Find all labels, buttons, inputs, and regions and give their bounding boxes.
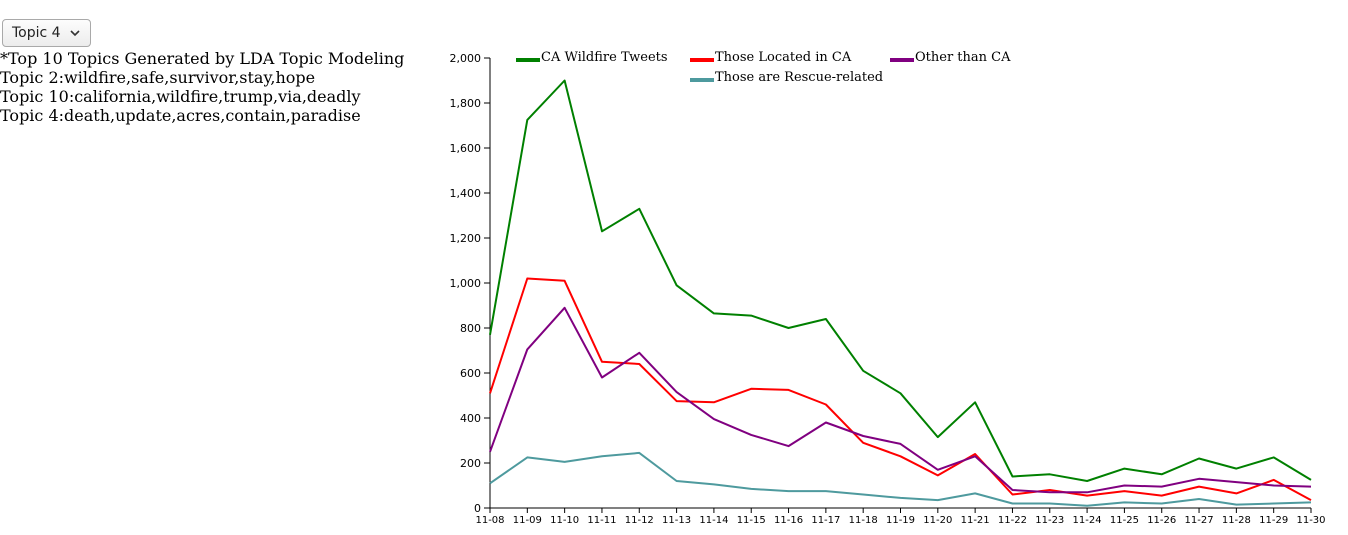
x-tick-label: 11-16 — [774, 515, 803, 526]
topic-line: Topic 10:california,wildfire,trump,via,d… — [0, 87, 361, 106]
y-tick-label: 2,000 — [450, 52, 482, 65]
x-tick-label: 11-13 — [662, 515, 691, 526]
x-tick-label: 11-08 — [475, 515, 504, 526]
y-tick-label: 800 — [460, 322, 481, 335]
series-line — [489, 451, 1312, 507]
legend-swatch — [516, 58, 540, 62]
y-tick-label: 1,400 — [450, 187, 482, 200]
topic-select[interactable]: Topic 4 — [2, 19, 91, 47]
legend-label: Those Located in CA — [715, 50, 852, 65]
y-tick-label: 600 — [460, 367, 481, 380]
y-tick-label: 1,800 — [450, 97, 482, 110]
topic-select-value: Topic 4 — [12, 25, 61, 41]
x-tick-label: 11-10 — [550, 515, 579, 526]
legend-label: Those are Rescue-related — [715, 70, 883, 85]
legend-swatch — [690, 78, 714, 82]
legend: CA Wildfire Tweets Those Located in CA Oth… — [516, 50, 1011, 85]
legend-swatch — [890, 58, 914, 62]
x-tick-label: 11-22 — [998, 515, 1027, 526]
series-line — [489, 277, 1312, 501]
notes-heading: *Top 10 Topics Generated by LDA Topic Mo… — [0, 49, 405, 68]
x-tick-label: 11-25 — [1110, 515, 1139, 526]
x-tick-label: 11-24 — [1073, 515, 1102, 526]
y-tick-label: 0 — [474, 502, 481, 515]
x-tick-label: 11-15 — [737, 515, 766, 526]
series-lines — [489, 79, 1312, 507]
y-tick-label: 400 — [460, 412, 481, 425]
x-tick-label: 11-18 — [849, 515, 878, 526]
y-tick-label: 1,600 — [450, 142, 482, 155]
x-tick-label: 11-29 — [1259, 515, 1288, 526]
legend-label: Other than CA — [915, 50, 1011, 65]
x-tick-label: 11-11 — [587, 515, 616, 526]
topic-line: Topic 4:death,update,acres,contain,parad… — [0, 106, 361, 125]
series-line — [489, 79, 1312, 482]
x-tick-label: 11-14 — [699, 515, 728, 526]
x-tick-label: 11-28 — [1222, 515, 1251, 526]
series-line — [489, 306, 1312, 494]
x-tick-label: 11-23 — [1035, 515, 1064, 526]
x-tick-label: 11-21 — [961, 515, 990, 526]
y-tick-label: 1,200 — [450, 232, 482, 245]
legend-swatch — [690, 58, 714, 62]
x-tick-label: 11-26 — [1147, 515, 1176, 526]
y-axis: 0 200 400 600 800 1,000 1,200 1,400 1,600 1,800 2,… — [450, 52, 491, 515]
x-tick-label: 11-12 — [625, 515, 654, 526]
x-tick-label: 11-17 — [811, 515, 840, 526]
x-tick-label: 11-09 — [513, 515, 542, 526]
y-tick-label: 1,000 — [450, 277, 482, 290]
topic-notes: *Top 10 Topics Generated by LDA Topic Mo… — [0, 49, 404, 125]
x-tick-label: 11-27 — [1185, 515, 1214, 526]
x-tick-label: 11-19 — [886, 515, 915, 526]
y-tick-label: 200 — [460, 457, 481, 470]
x-axis: 11-08 11-09 11-10 11-11 11-12 11-13 11-14 11-15… — [475, 507, 1326, 526]
x-tick-label: 11-30 — [1296, 515, 1325, 526]
topic-line: Topic 2:wildfire,safe,survivor,stay,hope — [0, 68, 316, 87]
chevron-down-icon — [70, 30, 80, 37]
x-tick-label: 11-20 — [923, 515, 952, 526]
legend-label: CA Wildfire Tweets — [541, 50, 668, 65]
